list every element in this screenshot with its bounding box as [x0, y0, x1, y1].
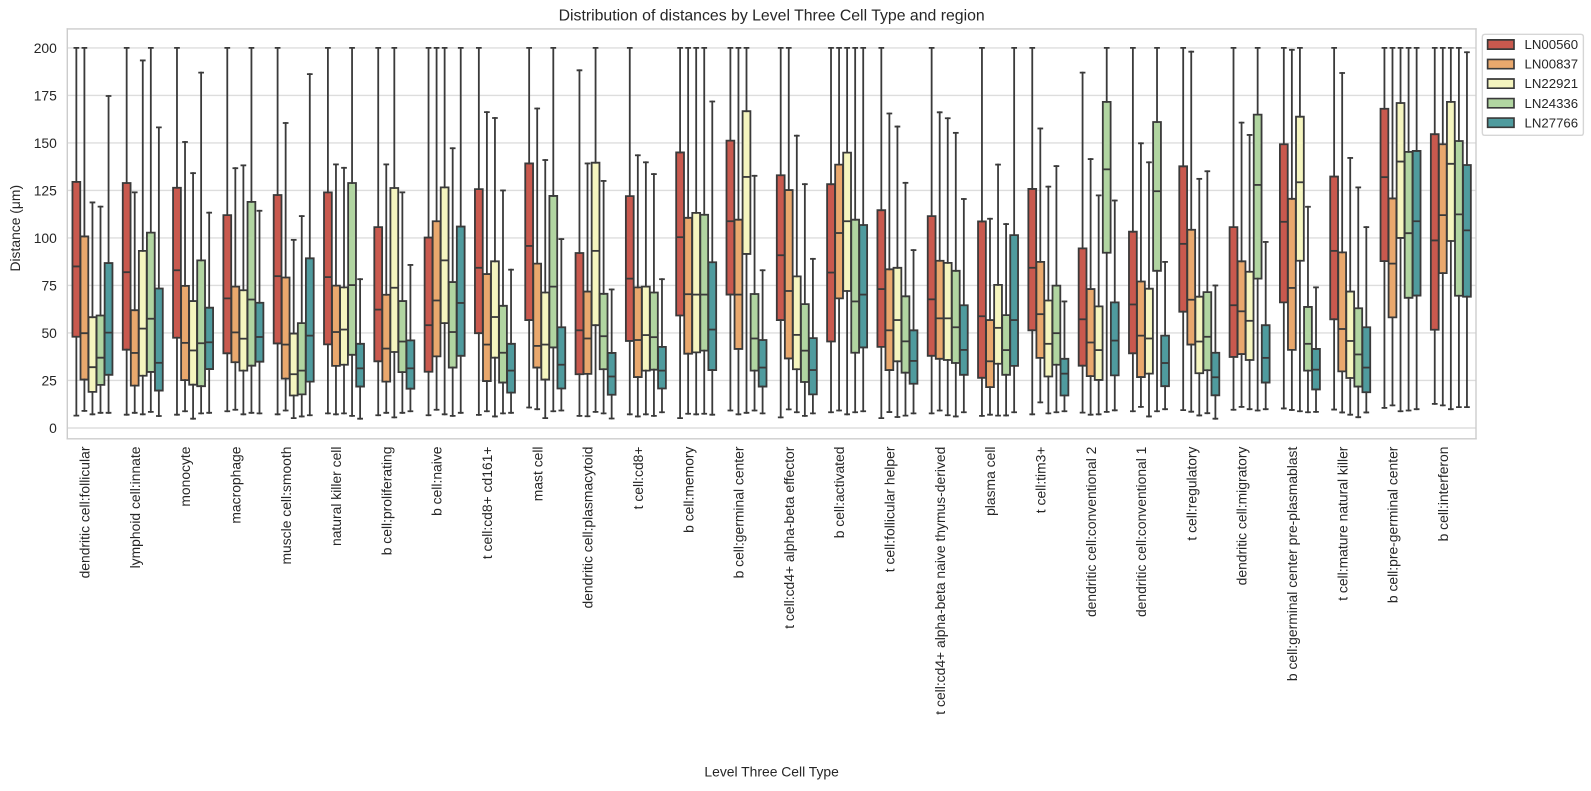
svg-text:b cell:activated: b cell:activated [831, 447, 847, 539]
svg-text:t cell:follicular helper: t cell:follicular helper [882, 446, 898, 572]
svg-text:125: 125 [34, 182, 57, 198]
svg-text:t cell:cd4+ alpha-beta effecto: t cell:cd4+ alpha-beta effector [781, 446, 797, 629]
svg-text:macrophage: macrophage [228, 446, 244, 523]
svg-text:b cell:germinal center: b cell:germinal center [731, 446, 747, 578]
svg-text:b cell:naive: b cell:naive [429, 446, 445, 516]
svg-text:150: 150 [34, 135, 57, 151]
svg-text:t cell:regulatory: t cell:regulatory [1183, 446, 1199, 540]
svg-text:t cell:tim3+: t cell:tim3+ [1032, 447, 1048, 514]
svg-text:plasma cell: plasma cell [982, 447, 998, 516]
svg-text:175: 175 [34, 87, 57, 103]
svg-text:LN00560: LN00560 [1525, 37, 1579, 52]
svg-text:LN24336: LN24336 [1525, 96, 1579, 111]
svg-text:b cell:pre-germinal center: b cell:pre-germinal center [1385, 446, 1401, 603]
svg-text:monocyte: monocyte [177, 446, 193, 506]
svg-text:100: 100 [34, 230, 57, 246]
svg-text:50: 50 [41, 325, 57, 341]
svg-text:200: 200 [34, 40, 57, 56]
svg-text:Distance (μm): Distance (μm) [7, 185, 23, 272]
svg-text:0: 0 [49, 420, 57, 436]
svg-text:natural killer cell: natural killer cell [328, 447, 344, 546]
svg-text:75: 75 [41, 278, 57, 294]
svg-text:25: 25 [41, 373, 57, 389]
svg-text:t cell:cd8+: t cell:cd8+ [630, 446, 646, 509]
svg-text:dendritic cell:conventional 2: dendritic cell:conventional 2 [1083, 446, 1099, 617]
svg-text:t cell:mature natural killer: t cell:mature natural killer [1334, 446, 1350, 601]
svg-text:dendritic cell:conventional 1: dendritic cell:conventional 1 [1133, 446, 1149, 617]
svg-text:muscle cell:smooth: muscle cell:smooth [278, 447, 294, 565]
svg-text:LN27766: LN27766 [1525, 115, 1579, 130]
svg-text:t cell:cd8+ cd161+: t cell:cd8+ cd161+ [479, 447, 495, 560]
svg-text:t cell:cd4+ alpha-beta naive t: t cell:cd4+ alpha-beta naive thymus-deri… [932, 447, 948, 715]
svg-text:mast cell: mast cell [529, 446, 545, 501]
svg-text:b cell:proliferating: b cell:proliferating [378, 447, 394, 556]
svg-text:LN00837: LN00837 [1525, 57, 1579, 72]
svg-text:Distribution of distances by L: Distribution of distances by Level Three… [559, 8, 985, 25]
svg-text:b cell:memory: b cell:memory [680, 446, 696, 532]
svg-text:dendritic cell:follicular: dendritic cell:follicular [77, 446, 93, 578]
svg-text:dendritic cell:migratory: dendritic cell:migratory [1234, 447, 1250, 586]
svg-text:Level Three Cell Type: Level Three Cell Type [704, 764, 839, 780]
svg-text:lymphoid cell:innate: lymphoid cell:innate [127, 446, 143, 568]
svg-text:dendritic cell:plasmacytoid: dendritic cell:plasmacytoid [580, 447, 596, 609]
svg-text:LN22921: LN22921 [1525, 76, 1579, 91]
svg-text:b cell:interferon: b cell:interferon [1435, 447, 1451, 542]
svg-text:b cell:germinal center pre-pla: b cell:germinal center pre-plasmablast [1284, 447, 1300, 682]
